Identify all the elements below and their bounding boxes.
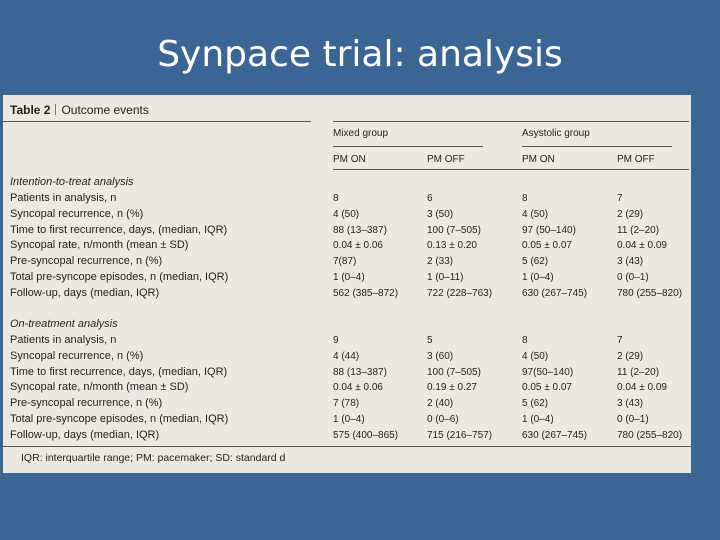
section-title: On-treatment analysis <box>10 318 118 330</box>
table-cell: 2 (33) <box>427 256 454 268</box>
col-header-mixed-pm-off: PM OFF <box>427 154 465 165</box>
table-cell: 1 (0–4) <box>522 414 554 425</box>
table-cell: 1 (0–4) <box>333 414 365 425</box>
row-label: Patients in analysis, n <box>10 334 117 346</box>
table-cell: 630 (267–745) <box>522 429 588 441</box>
table-cell: 1 (0–4) <box>522 272 554 283</box>
table-cell: 7 <box>617 335 623 346</box>
table-cell: 0 (0–6) <box>427 414 459 425</box>
table-cell: 5 (62) <box>522 256 549 268</box>
table-bottom-rule <box>3 446 691 447</box>
table-cell: 4 (50) <box>522 208 549 220</box>
header-bottom-rule <box>333 169 689 170</box>
table-cell: 0 (0–1) <box>617 272 649 283</box>
table-cell: 0.04 ± 0.06 <box>333 240 383 252</box>
row-label: Total pre-syncope episodes, n (median, I… <box>10 271 229 283</box>
col-header-asystolic-pm-on: PM ON <box>522 154 555 165</box>
table-cell: 3 (43) <box>617 398 644 410</box>
row-label: Syncopal rate, n/month (mean ± SD) <box>10 381 189 394</box>
table-cell: 7 (78) <box>333 398 360 410</box>
table-cell: 0.05 ± 0.07 <box>522 382 572 394</box>
table-cell: 8 <box>522 193 528 204</box>
mixed-group-rule <box>333 146 483 147</box>
table-cell: 780 (255–820) <box>617 429 683 441</box>
table-cell: 8 <box>522 335 528 346</box>
table-cell: 97(50–140) <box>522 366 574 378</box>
table-cell: 0.04 ± 0.09 <box>617 382 667 394</box>
table-cell: 100 (7–505) <box>427 224 481 236</box>
table-cell: 88 (13–387) <box>333 366 387 378</box>
table-cell: 11 (2–20) <box>617 224 660 236</box>
table-caption: Table 2 Outcome events <box>10 103 149 117</box>
table-caption-title: Outcome events <box>61 103 149 117</box>
table-cell: 7 <box>617 193 623 204</box>
table-cell: 4 (50) <box>333 208 360 220</box>
table-cell: 0.13 ± 0.20 <box>427 240 477 252</box>
row-label: Follow-up, days (median, IQR) <box>10 286 160 299</box>
header-top-rule <box>333 121 689 122</box>
asystolic-group-rule <box>522 146 672 147</box>
table-cell: 2 (29) <box>617 350 644 362</box>
table-footnote: IQR: interquartile range; PM: pacemaker;… <box>21 452 286 464</box>
table-cell: 7(87) <box>333 256 357 268</box>
section-title: Intention-to-treat analysis <box>10 176 134 188</box>
row-label: Syncopal rate, n/month (mean ± SD) <box>10 239 189 252</box>
table-cell: 3 (43) <box>617 256 644 268</box>
table-cell: 11 (2–20) <box>617 366 660 378</box>
group-header-mixed: Mixed group <box>333 128 389 139</box>
col-header-asystolic-pm-off: PM OFF <box>617 154 655 165</box>
table-cell: 3 (50) <box>427 208 454 220</box>
table-cell: 722 (228–763) <box>427 287 493 299</box>
table-cell: 0.04 ± 0.09 <box>617 240 667 252</box>
caption-rule <box>3 121 311 122</box>
table-cell: 3 (60) <box>427 350 454 362</box>
row-label: Time to first recurrence, days, (median,… <box>10 223 228 236</box>
row-label: Pre-syncopal recurrence, n (%) <box>10 255 163 268</box>
row-label: Patients in analysis, n <box>10 192 117 204</box>
table-cell: 5 <box>427 335 433 346</box>
row-label: Syncopal recurrence, n (%) <box>10 207 144 220</box>
slide-title: Synpace trial: analysis <box>157 34 563 75</box>
table-cell: 6 <box>427 193 433 204</box>
row-label: Follow-up, days (median, IQR) <box>10 428 160 441</box>
table-cell: 1 (0–11) <box>427 272 464 283</box>
table-cell: 5 (62) <box>522 398 549 410</box>
table-cell: 9 <box>333 335 339 346</box>
col-header-mixed-pm-on: PM ON <box>333 154 366 165</box>
table-cell: 715 (216–757) <box>427 429 493 441</box>
table-cell: 0 (0–1) <box>617 414 649 425</box>
table-cell: 88 (13–387) <box>333 224 387 236</box>
table-cell: 1 (0–4) <box>333 272 365 283</box>
outcome-events-table: Table 2 Outcome events Mixed group Asysto… <box>3 95 691 473</box>
row-label: Pre-syncopal recurrence, n (%) <box>10 397 163 410</box>
table-cell: 4 (44) <box>333 350 360 362</box>
table-cell: 562 (385–872) <box>333 287 399 299</box>
group-header-asystolic: Asystolic group <box>522 128 590 139</box>
table-cell: 100 (7–505) <box>427 366 481 378</box>
caption-separator <box>55 104 57 115</box>
table-cell: 4 (50) <box>522 350 549 362</box>
table-cell: 2 (29) <box>617 208 644 220</box>
table-cell: 97 (50–140) <box>522 224 576 236</box>
row-label: Syncopal recurrence, n (%) <box>10 349 144 362</box>
row-label: Time to first recurrence, days, (median,… <box>10 365 228 378</box>
table-cell: 0.04 ± 0.06 <box>333 382 383 394</box>
table-number: Table 2 <box>10 103 51 117</box>
table-cell: 0.19 ± 0.27 <box>427 382 477 394</box>
table-cell: 0.05 ± 0.07 <box>522 240 572 252</box>
table-cell: 8 <box>333 193 339 204</box>
table-cell: 575 (400–865) <box>333 429 399 441</box>
table-cell: 630 (267–745) <box>522 287 588 299</box>
table-cell: 780 (255–820) <box>617 287 683 299</box>
row-label: Total pre-syncope episodes, n (median, I… <box>10 413 229 425</box>
table-cell: 2 (40) <box>427 398 454 410</box>
